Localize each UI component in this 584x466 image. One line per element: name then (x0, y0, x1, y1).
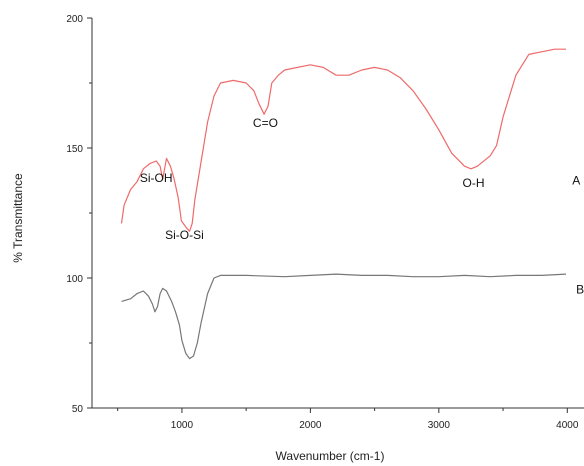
annotation-label: Si-O-Si (165, 228, 204, 242)
series-line-a (122, 49, 567, 231)
annotation-label: C=O (253, 116, 278, 130)
annotation-label: Si-OH (140, 171, 173, 185)
annotation-label: A (572, 173, 580, 187)
annotation-label: O-H (463, 176, 485, 190)
x-tick-label: 3000 (428, 420, 451, 431)
y-axis-title: % Transmittance (11, 173, 25, 263)
x-tick-label: 1000 (171, 420, 194, 431)
y-tick-label: 200 (66, 14, 83, 25)
y-ticks: 50 100 150 200 (66, 14, 92, 415)
series-line-b (122, 274, 567, 359)
y-tick-label: 150 (66, 144, 83, 155)
axes: 50 100 150 200 1000 2000 3000 4000 (66, 14, 584, 431)
x-axis-title: Wavenumber (cm-1) (276, 449, 385, 463)
x-ticks: 1000 2000 3000 4000 (118, 408, 579, 431)
y-tick-label: 100 (66, 274, 83, 285)
annotation-layer: Si-OH Si-O-Si C=O O-H A B (140, 116, 584, 296)
y-tick-label: 50 (72, 404, 84, 415)
x-tick-label: 2000 (299, 420, 322, 431)
x-tick-label: 4000 (556, 420, 579, 431)
annotation-label: B (576, 283, 584, 297)
series-layer (122, 49, 567, 358)
